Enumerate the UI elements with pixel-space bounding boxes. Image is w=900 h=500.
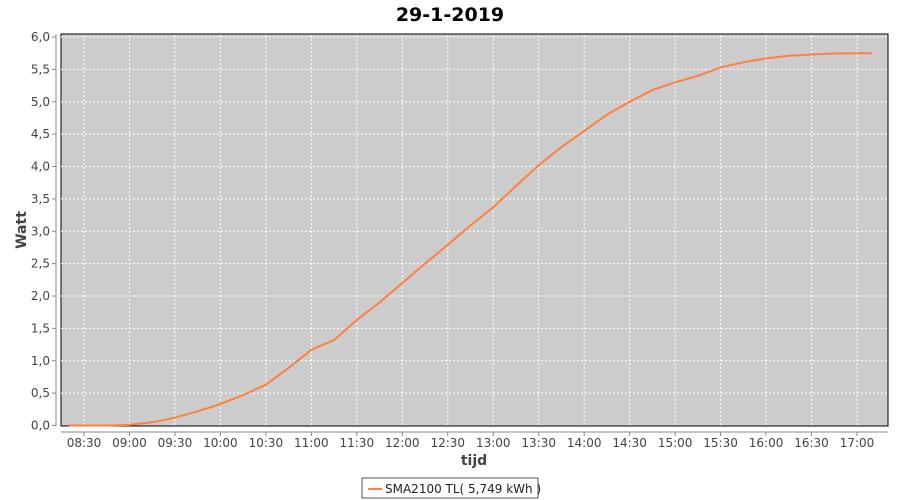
y-tick-label: 6,0 — [31, 30, 50, 44]
y-tick-label: 0,5 — [31, 386, 50, 400]
x-tick-label: 13:30 — [521, 436, 556, 450]
y-tick-label: 3,0 — [31, 224, 50, 238]
x-axis-label: tijd — [461, 453, 487, 469]
y-tick-label: 5,0 — [31, 95, 50, 109]
x-tick-label: 09:30 — [158, 436, 193, 450]
series-line — [68, 52, 873, 427]
x-tick-label: 11:30 — [340, 436, 375, 450]
y-tick-label: 4,5 — [31, 127, 50, 141]
x-tick-label: 15:30 — [703, 436, 738, 450]
legend-label: SMA2100 TL( 5,749 kWh ) — [385, 482, 541, 496]
y-tick-label: 1,5 — [31, 321, 50, 335]
chart-title: 29-1-2019 — [396, 4, 504, 26]
x-tick-label: 12:30 — [430, 436, 465, 450]
y-tick-label: 0,0 — [31, 419, 50, 433]
x-tick-label: 10:00 — [203, 436, 238, 450]
x-axis: 08:30 09:00 09:30 10:00 10:30 11:00 11:30 12:00… — [61, 431, 888, 450]
y-tick-label: 1,0 — [31, 354, 50, 368]
x-tick-label: 17:00 — [840, 436, 875, 450]
x-tick-label: 08:30 — [67, 436, 102, 450]
y-tick-label: 2,5 — [31, 257, 50, 271]
y-tick-label: 4,0 — [31, 160, 50, 174]
grid — [61, 35, 888, 425]
x-tick-label: 12:00 — [385, 436, 420, 450]
y-tick-label: 5,5 — [31, 62, 50, 76]
x-tick-label: 10:30 — [249, 436, 284, 450]
x-tick-label: 16:00 — [749, 436, 784, 450]
x-tick-label: 13:00 — [476, 436, 511, 450]
y-axis: 0,0 0,5 1,0 1,5 2,0 2,5 3,0 3,5 4,0 4,5 5,0 5,5 6,0 — [31, 30, 57, 433]
x-tick-label: 16:30 — [794, 436, 829, 450]
x-tick-label: 14:30 — [612, 436, 647, 450]
plot-area — [60, 33, 889, 427]
x-tick-label: 15:00 — [658, 436, 693, 450]
y-tick-label: 2,0 — [31, 289, 50, 303]
legend: SMA2100 TL( 5,749 kWh ) — [361, 477, 541, 499]
y-tick-label: 3,5 — [31, 192, 50, 206]
x-tick-label: 14:00 — [567, 436, 602, 450]
x-tick-label: 09:00 — [112, 436, 147, 450]
x-tick-label: 11:00 — [294, 436, 329, 450]
y-axis-label: Watt — [14, 211, 30, 249]
